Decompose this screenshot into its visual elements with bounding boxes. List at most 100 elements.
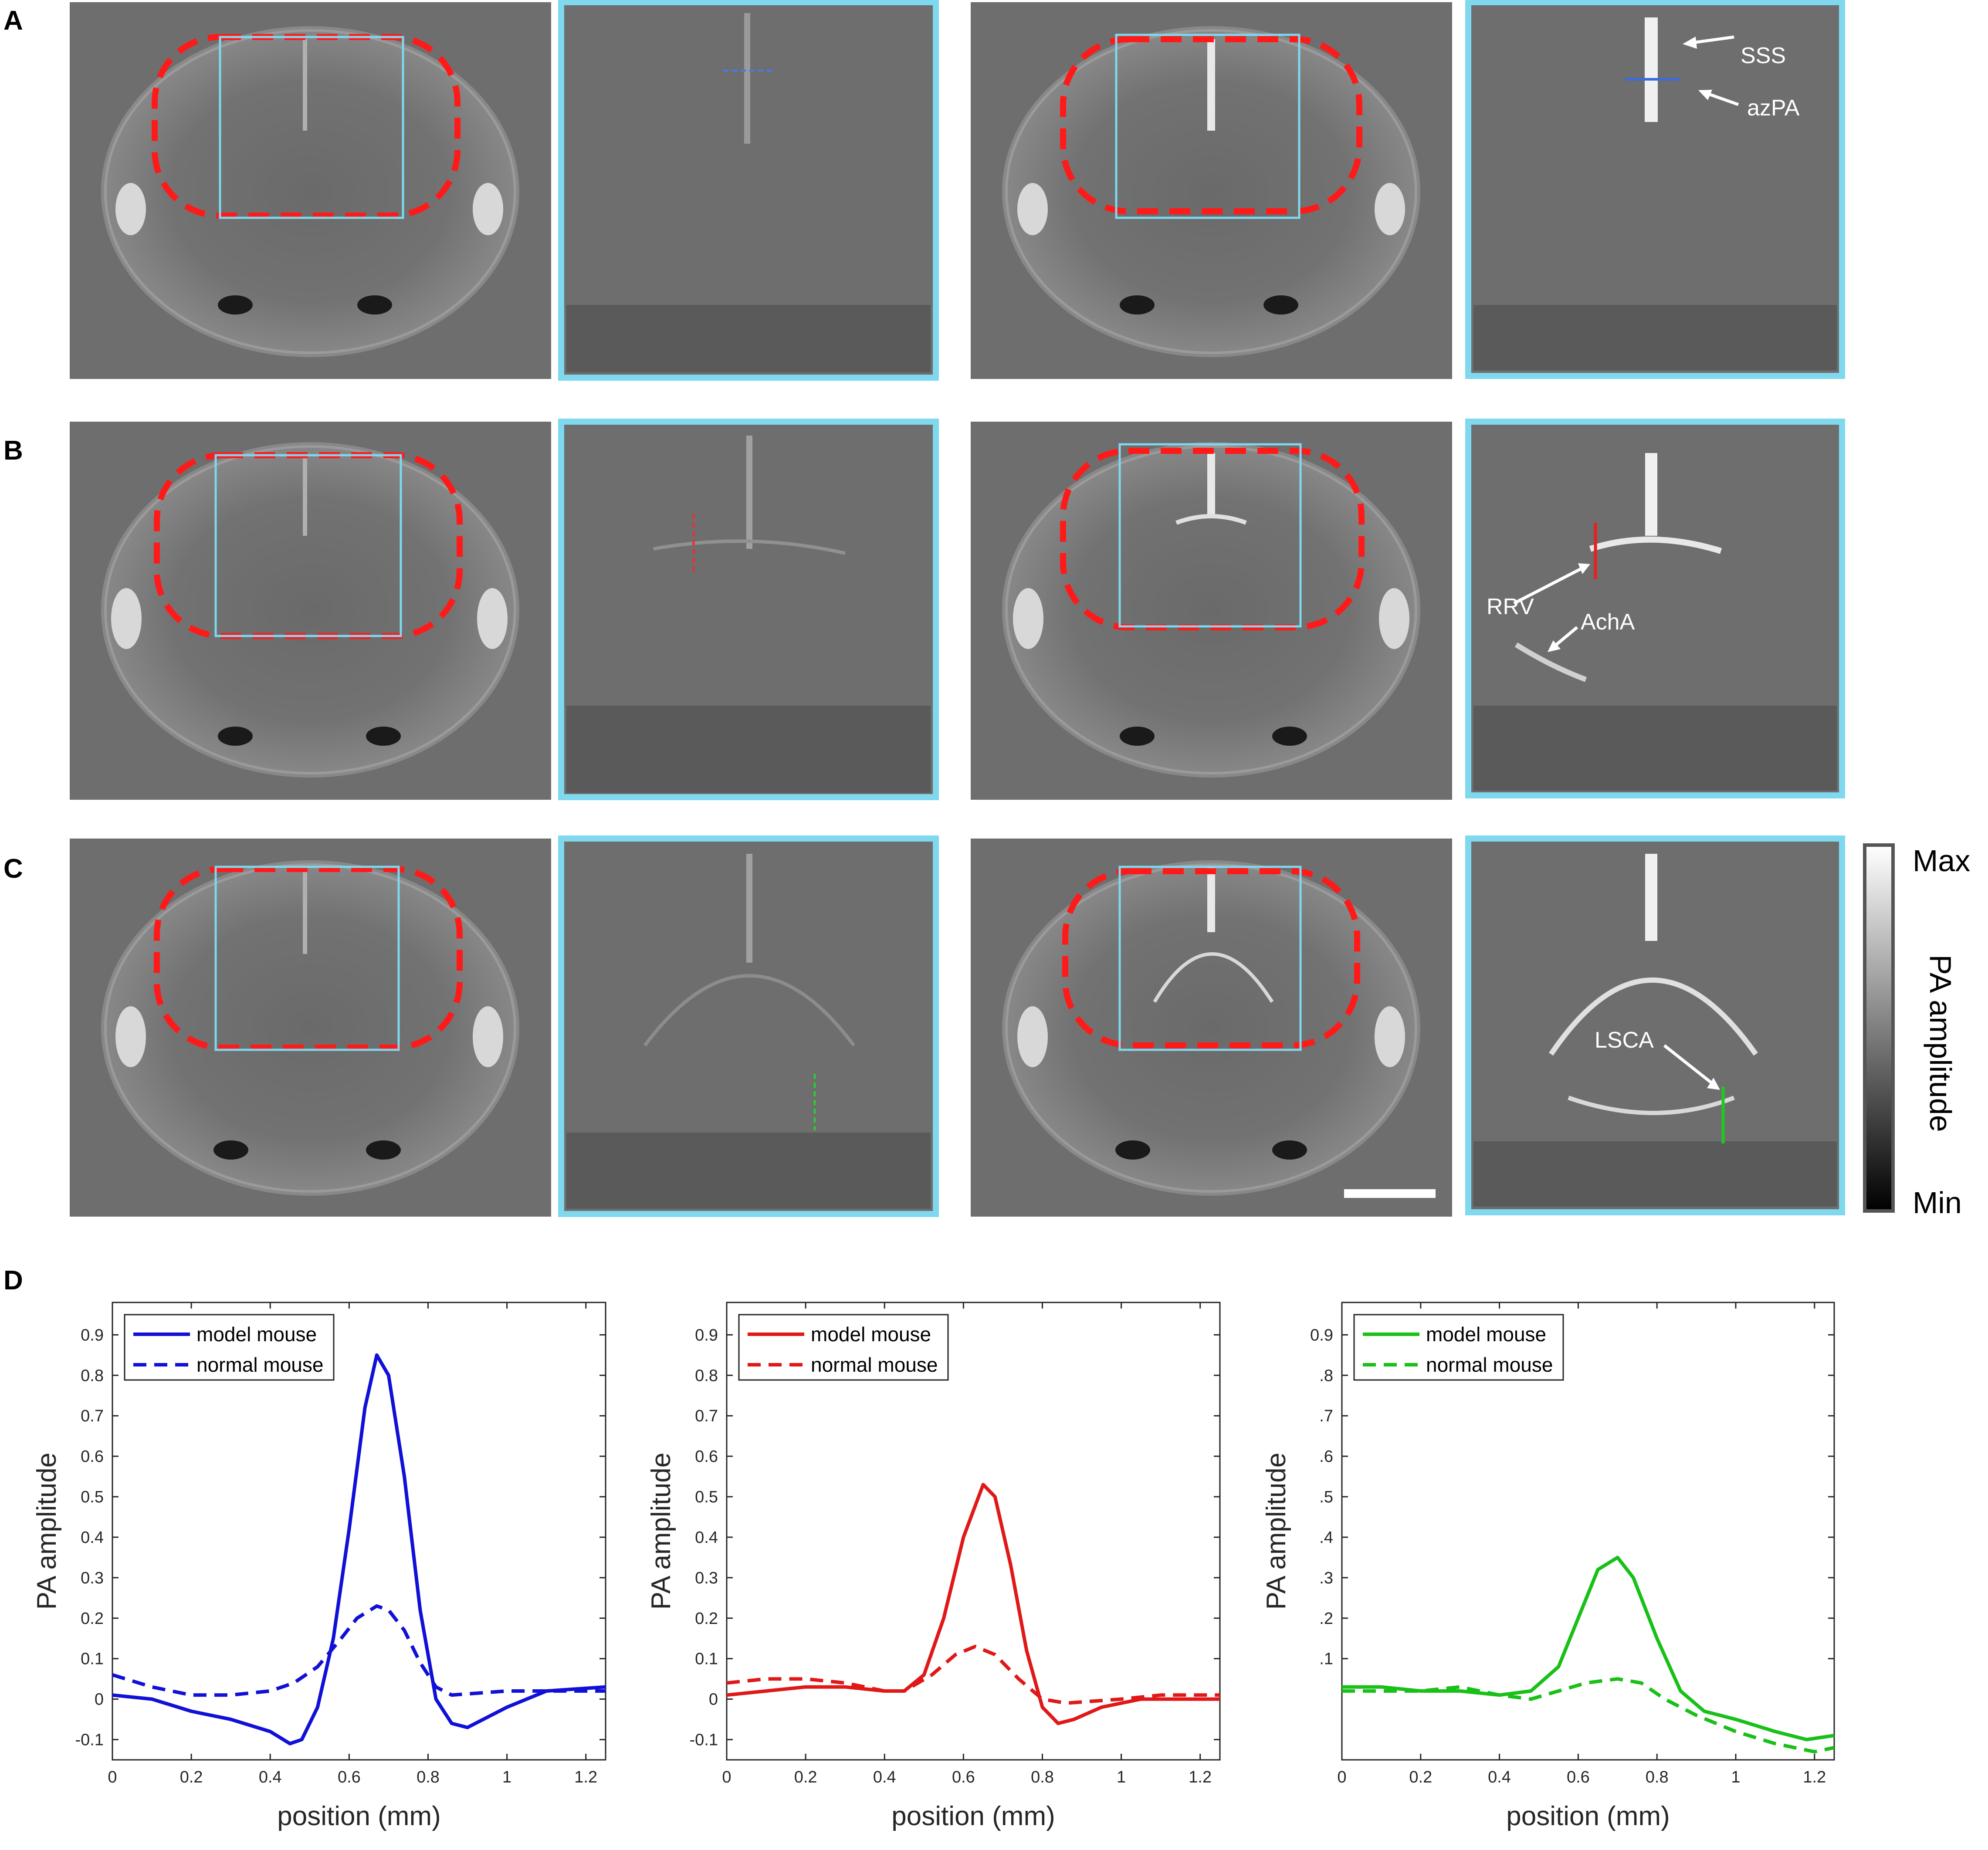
y-tick-label: -0.1 [690,1731,718,1749]
pa-image-b-normal [70,422,551,800]
y-tick-label: 0.8 [695,1366,718,1385]
zoom-image-c-normal [558,835,939,1217]
x-tick-label: 0.4 [873,1768,896,1786]
roi-outline [154,866,463,1051]
zoom-box [1118,866,1302,1051]
zoom-image-a-model: SSS azPA [1465,0,1845,379]
legend: model mouse normal mouse [738,1314,949,1381]
x-tick-label: 1 [1731,1768,1740,1786]
label-sss: SSS [1741,43,1786,68]
y-tick-label: 0.4 [81,1529,104,1547]
y-tick-label: 0.6 [81,1448,104,1466]
x-tick-label: 0.2 [1409,1768,1432,1786]
y-tick-label: .1 [1319,1650,1333,1668]
legend-label: model mouse [1426,1323,1546,1346]
label-rrv: RRV [1487,594,1534,619]
panel-label-b: B [3,436,23,466]
y-tick-label: .6 [1319,1448,1333,1466]
pa-image-c-model [971,839,1452,1217]
x-tick-label: 1 [502,1768,511,1786]
x-tick-label: 0.4 [1488,1768,1511,1786]
legend-label: model mouse [811,1323,931,1346]
label-acha: AchA [1581,609,1635,635]
y-axis-label: PA amplitude [646,1453,676,1610]
x-tick-label: 0.6 [952,1768,975,1786]
y-tick-label: 0.5 [695,1488,718,1506]
y-tick-label: 0.9 [81,1326,104,1344]
zoom-image-b-model: RRV AchA [1465,419,1845,798]
legend-label: normal mouse [196,1353,323,1376]
profile-chart-red: 0 0.2 0.4 0.6 0.8 1 1.2 -0.1 0 0.1 0.2 0.3 0.4 0.5 0.6… [646,1302,1221,1831]
legend-box [1353,1314,1564,1381]
pa-image-c-normal [70,839,551,1217]
legend: model mouse normal mouse [1353,1314,1564,1381]
y-tick-label: 0.2 [695,1610,718,1628]
x-tick-label: 0.4 [259,1768,282,1786]
y-axis-label: PA amplitude [32,1453,62,1610]
y-tick-label: -0.1 [75,1731,104,1749]
legend-box [124,1314,335,1381]
y-tick-label: 0.5 [81,1488,104,1506]
legend-label: normal mouse [1426,1353,1553,1376]
colorbar-max: Max [1913,844,1970,878]
y-tick-label: 0.3 [695,1569,718,1587]
colorbar-label: PA amplitude [1924,954,1958,1132]
legend: model mouse normal mouse [124,1314,335,1381]
series-line-model-mouse [726,1483,1220,1725]
x-tick-label: 0.6 [338,1768,361,1786]
y-axis-label: PA amplitude [1261,1453,1291,1610]
arrow-rrv [1513,565,1587,605]
y-tick-label: 0.2 [81,1610,104,1628]
y-tick-label: .5 [1319,1488,1333,1506]
x-tick-label: 1 [1117,1768,1126,1786]
row-a-images: SSS azPA [70,0,1845,381]
zoom-box [1118,443,1302,628]
zoom-image-c-model: LSCA [1465,835,1845,1215]
x-tick-label: 0.8 [1031,1768,1054,1786]
roi-outline [1062,868,1360,1048]
x-tick-label: 0.6 [1567,1768,1590,1786]
series-line-model-mouse [112,1353,606,1745]
y-tick-label: 0.4 [695,1529,718,1547]
y-tick-label: .7 [1319,1407,1333,1425]
panel-label-c: C [3,854,23,884]
roi-outline [1060,36,1362,214]
y-tick-label: 0.6 [695,1448,718,1466]
y-tick-label: 0.3 [81,1569,104,1587]
panel-label-a: A [3,6,23,36]
scale-bar [1344,1189,1436,1198]
x-tick-label: 1.2 [574,1768,597,1786]
zoom-box [214,866,400,1051]
x-tick-label: 0 [108,1768,117,1786]
series-line-normal-mouse [1342,1677,1835,1754]
pa-image-a-normal [70,2,551,379]
y-tick-label: .8 [1319,1366,1333,1385]
x-tick-label: 0.2 [794,1768,817,1786]
roi-outline [152,34,461,219]
colorbar-min: Min [1913,1186,1962,1220]
colorbar: Max Min PA amplitude [1863,843,1970,1220]
y-tick-label: 0.1 [695,1650,718,1668]
y-tick-label: 0.7 [81,1407,104,1425]
zoom-image-a-normal [558,0,939,381]
series-line-normal-mouse [726,1644,1220,1705]
profile-chart-blue: 0 0.2 0.4 0.6 0.8 1 1.2 -0.1 0 0.1 0.2 0.3 0.4 0.5 0.6… [32,1302,606,1831]
y-tick-label: .3 [1319,1569,1333,1587]
pa-image-a-model [971,2,1452,379]
zoom-image-b-normal [558,419,939,800]
y-tick-label: 0 [95,1691,104,1709]
y-tick-label: 0.9 [695,1326,718,1344]
series-line-normal-mouse [112,1604,606,1697]
x-axis-label: position (mm) [1506,1801,1670,1831]
legend-box [738,1314,949,1381]
colorbar-gradient [1863,843,1895,1213]
x-axis-label: position (mm) [277,1801,441,1831]
y-tick-label: 0.8 [81,1366,104,1385]
panel-label-d: D [3,1265,23,1295]
x-tick-label: 0 [1337,1768,1346,1786]
y-tick-label: .4 [1319,1529,1333,1547]
roi-outline [154,452,463,639]
profile-chart-green: 0 0.2 0.4 0.6 0.8 1 1.2 .1 .2 .3 .4 .5 .6 .7 .8 0.9 posi… [1261,1302,1835,1831]
x-tick-label: 1.2 [1189,1768,1212,1786]
